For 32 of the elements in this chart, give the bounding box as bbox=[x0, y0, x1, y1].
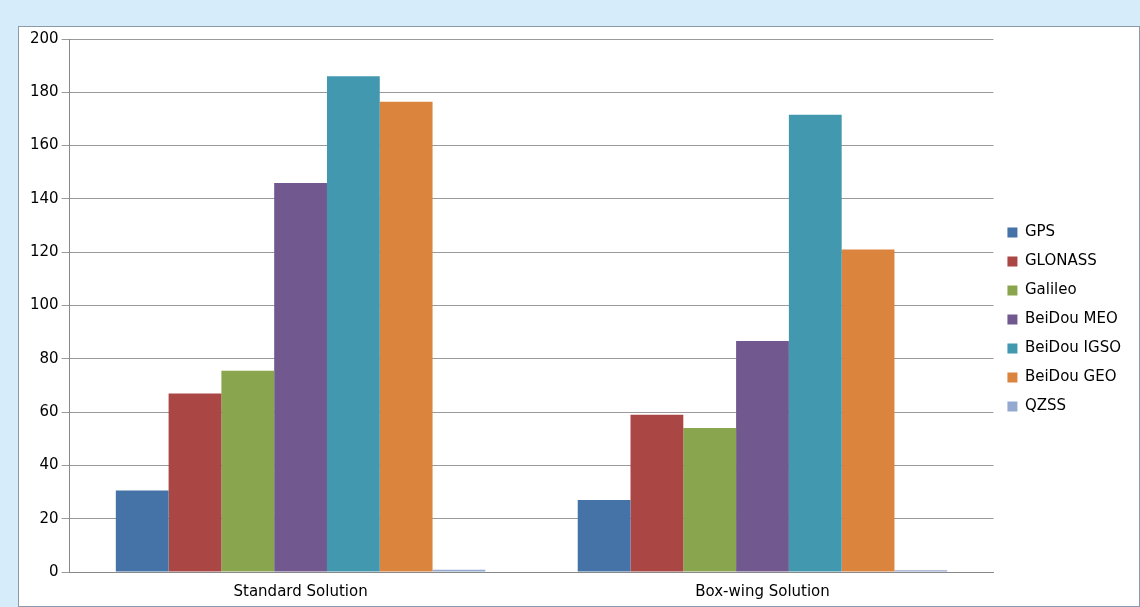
bar bbox=[841, 249, 895, 572]
y-tick-label: 0 bbox=[49, 561, 59, 580]
bar bbox=[326, 76, 380, 572]
bar bbox=[736, 340, 789, 572]
bar bbox=[379, 101, 433, 572]
y-tick-label: 180 bbox=[29, 82, 59, 101]
legend-label: Galileo bbox=[1024, 280, 1077, 299]
legend-label: GPS bbox=[1024, 222, 1056, 241]
legend-label: GLONASS bbox=[1024, 251, 1097, 270]
legend-label: BeiDou GEO bbox=[1024, 367, 1117, 386]
bar bbox=[577, 500, 631, 572]
bar bbox=[630, 414, 684, 572]
y-tick-label: 20 bbox=[39, 508, 59, 527]
bar bbox=[788, 114, 842, 572]
y-tick-label: 200 bbox=[29, 28, 59, 47]
legend-label: BeiDou IGSO bbox=[1024, 338, 1122, 357]
y-tick-label: 120 bbox=[29, 242, 59, 261]
legend-label: BeiDou MEO bbox=[1024, 309, 1118, 328]
bar bbox=[221, 370, 275, 572]
x-tick-label: Box-wing Solution bbox=[695, 581, 830, 600]
y-tick-label: 80 bbox=[39, 348, 59, 367]
bar bbox=[115, 490, 169, 572]
y-tick-label: 160 bbox=[29, 135, 59, 154]
y-tick-label: 40 bbox=[39, 455, 59, 474]
bar bbox=[683, 428, 737, 572]
y-tick-label: 60 bbox=[39, 401, 59, 420]
legend-label: QZSS bbox=[1024, 396, 1067, 415]
bar bbox=[168, 393, 222, 572]
x-tick-label: Standard Solution bbox=[233, 581, 368, 600]
y-tick-label: 140 bbox=[29, 188, 59, 207]
y-tick-label: 100 bbox=[29, 295, 59, 314]
bar bbox=[274, 182, 327, 572]
